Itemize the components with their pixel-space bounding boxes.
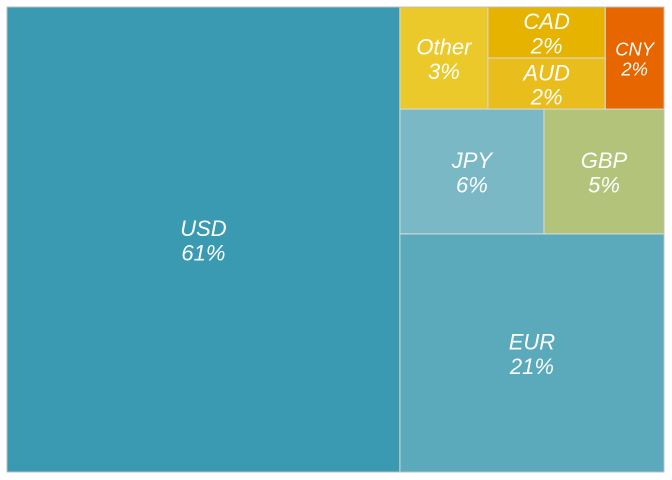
tile-usd: [6, 6, 401, 473]
tile-other: [399, 6, 489, 110]
tile-label-eur: EUR: [509, 330, 556, 355]
tile-label-aud: AUD: [521, 60, 570, 85]
tile-label-cad: CAD: [523, 9, 570, 34]
tile-value-gbp: 5%: [588, 172, 620, 197]
tile-label-gbp: GBP: [581, 148, 628, 173]
tile-value-eur: 21%: [509, 354, 554, 379]
tile-label-cny: CNY: [615, 38, 655, 59]
tile-value-jpy: 6%: [456, 172, 488, 197]
tile-value-cny: 2%: [620, 58, 648, 79]
tile-label-other: Other: [416, 35, 473, 60]
tile-value-usd: 61%: [181, 240, 225, 265]
tile-cad: [487, 6, 606, 59]
tile-label-usd: USD: [180, 216, 227, 241]
tile-label-jpy: JPY: [451, 148, 494, 173]
plot-border: [6, 6, 665, 473]
treemap-tiles: USD61%EUR21%JPY6%GBP5%Other3%CAD2%AUD2%C…: [6, 6, 665, 473]
tile-value-aud: 2%: [530, 84, 563, 109]
tile-gbp: [543, 108, 665, 235]
tile-aud: [487, 57, 606, 110]
tile-eur: [399, 233, 665, 473]
tile-value-cad: 2%: [530, 33, 563, 58]
tile-value-other: 3%: [428, 59, 460, 84]
tile-cny: [604, 6, 665, 110]
